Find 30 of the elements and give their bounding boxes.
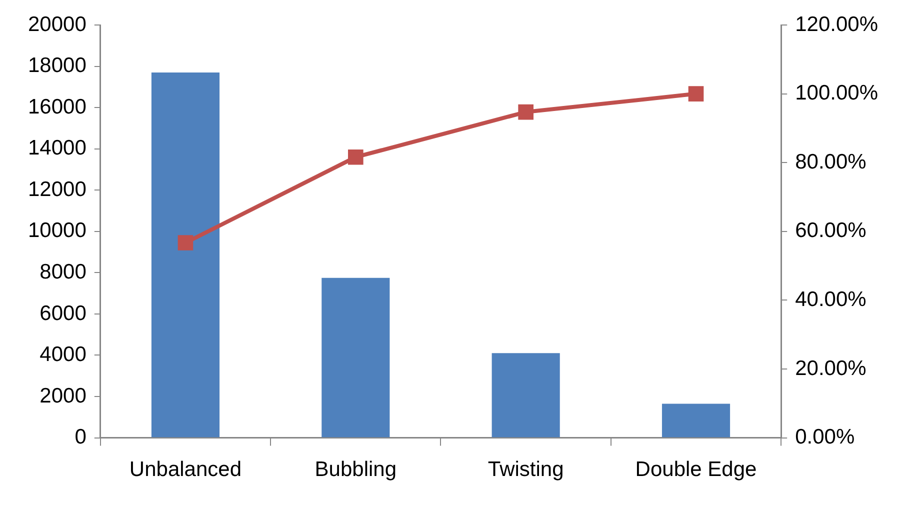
point: [518, 104, 534, 120]
y2-tick-label: 60.00%: [795, 219, 866, 242]
y-tick-label: 14000: [28, 136, 86, 160]
x-tick-label: Bubbling: [314, 458, 397, 482]
point: [688, 86, 704, 102]
y-tick-label: 0: [74, 426, 86, 449]
x-tick-label: Twisting: [488, 458, 564, 482]
y2-tick-label: 40.00%: [795, 288, 866, 311]
bar: [151, 72, 220, 438]
y-tick-label: 2000: [40, 384, 86, 408]
y-tick-label: 18000: [28, 54, 86, 78]
bar: [662, 404, 730, 438]
y2-tick-label: 120.00%: [795, 12, 878, 36]
y-tick-label: 8000: [40, 260, 86, 284]
x-tick-label: Double Edge: [635, 458, 757, 482]
point: [178, 235, 194, 250]
point: [348, 149, 364, 165]
y-tick-label: 10000: [28, 219, 86, 242]
x-tick-label: Unbalanced: [129, 458, 242, 482]
y-tick-label: 4000: [40, 343, 86, 366]
y2-tick-label: 100.00%: [795, 82, 878, 105]
y-tick-label: 12000: [28, 178, 86, 201]
y2-tick-label: 80.00%: [795, 150, 866, 174]
y-tick-label: 6000: [40, 302, 86, 325]
bar: [322, 278, 390, 438]
bar: [492, 353, 560, 438]
y-tick-label: 16000: [28, 95, 86, 118]
y2-tick-label: 0.00%: [795, 426, 855, 449]
y-tick-label: 20000: [28, 12, 86, 36]
y2-tick-label: 20.00%: [795, 356, 866, 380]
